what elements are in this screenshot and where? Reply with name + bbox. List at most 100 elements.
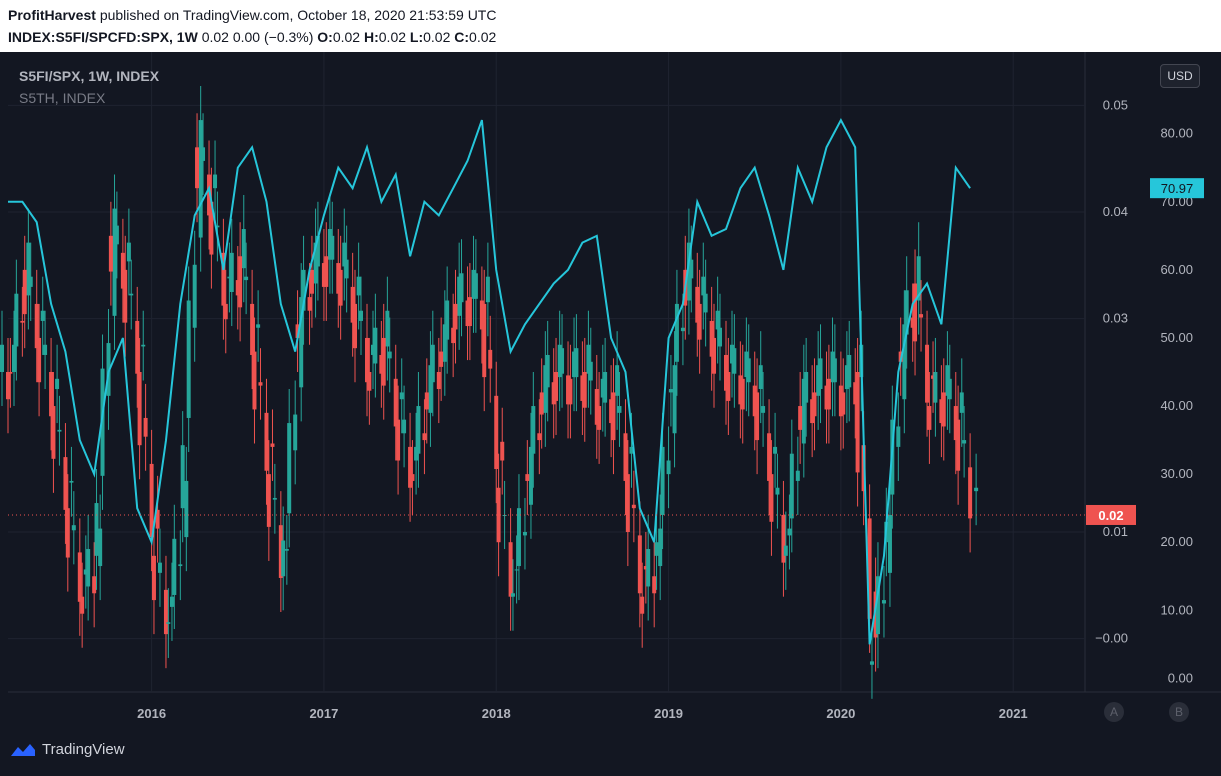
candle-body xyxy=(875,576,880,635)
candle-body xyxy=(465,300,470,327)
candle-body xyxy=(55,378,60,390)
candle-body xyxy=(775,487,780,495)
candle-body xyxy=(387,351,392,359)
candle-body xyxy=(508,542,513,597)
low-label: L: xyxy=(409,29,424,45)
candle-body xyxy=(313,242,318,284)
candle-body xyxy=(689,259,694,279)
candle-body xyxy=(724,354,728,391)
candle-body xyxy=(467,297,472,327)
y-tick-label-inner: 0.04 xyxy=(1103,204,1128,219)
candle-body xyxy=(135,320,140,374)
symbol-header: INDEX:S5FI/SPCFD:SPX, 1W 0.02 0.00 (−0.3… xyxy=(8,29,496,45)
candle-body xyxy=(301,269,306,311)
candle-body xyxy=(572,351,577,378)
candle-body xyxy=(510,593,515,597)
candle-body xyxy=(494,395,499,470)
candle-body xyxy=(278,525,283,578)
candle-body xyxy=(625,474,630,532)
candle-body xyxy=(235,280,240,296)
candle-body xyxy=(611,392,616,441)
auto-scale-button[interactable]: A xyxy=(1104,702,1124,722)
candle-body xyxy=(580,375,585,401)
candle-body xyxy=(324,256,329,287)
tradingview-logo[interactable]: TradingView xyxy=(10,741,125,758)
candle-body xyxy=(781,514,786,563)
candle-body xyxy=(789,453,794,519)
candle-body xyxy=(783,545,788,556)
candle-body xyxy=(471,269,476,299)
x-tick-label: 2021 xyxy=(999,706,1028,721)
candle-body xyxy=(902,324,907,400)
candle-body xyxy=(129,293,134,296)
y-tick-label-inner: −0.00 xyxy=(1095,631,1128,646)
chart-svg[interactable]: 2016 2017 2018 2019 2020 2021 0.05 0.04 0.03 0.01… xyxy=(0,52,1221,776)
candle-body xyxy=(869,661,874,665)
y-tick-label-outer: 20.00 xyxy=(1160,534,1193,549)
candle-body xyxy=(485,276,490,303)
overlay-last-label: 70.97 xyxy=(1161,181,1194,196)
candle-body xyxy=(65,508,70,558)
candle-body xyxy=(959,392,964,413)
candle-body xyxy=(57,429,62,432)
symbol-label: INDEX:S5FI/SPCFD:SPX, 1W xyxy=(8,29,198,45)
candle-body xyxy=(588,361,593,381)
candle-body xyxy=(342,242,347,267)
candle-body xyxy=(974,487,979,492)
main-series-legend[interactable]: S5FI/SPX, 1W, INDEX xyxy=(19,68,160,84)
candle-body xyxy=(761,406,766,413)
candle-body xyxy=(953,406,958,441)
x-tick-label: 2018 xyxy=(482,706,511,721)
candle-body xyxy=(315,235,320,267)
x-tick-label: 2017 xyxy=(309,706,338,721)
candle-body xyxy=(266,474,271,527)
candle-body xyxy=(227,276,232,279)
candle-body xyxy=(824,385,829,410)
candle-body xyxy=(755,392,760,441)
candle-body xyxy=(919,314,924,318)
open-label: O: xyxy=(317,29,333,45)
candle-body xyxy=(299,297,304,388)
candle-body xyxy=(660,446,665,515)
tradingview-icon xyxy=(11,743,35,756)
candle-body xyxy=(927,406,932,430)
chart-area[interactable]: 2016 2017 2018 2019 2020 2021 0.05 0.04 0.03 0.01… xyxy=(0,52,1221,776)
candle-body xyxy=(20,320,25,323)
candle-body xyxy=(600,378,605,398)
candle-body xyxy=(365,337,369,383)
y-tick-label-outer: 40.00 xyxy=(1160,398,1193,413)
candle-body xyxy=(847,354,852,388)
candle-body xyxy=(629,446,634,454)
candle-body xyxy=(195,147,200,189)
candle-body xyxy=(49,372,54,417)
candle-body xyxy=(69,480,74,483)
candle-body xyxy=(43,344,48,355)
candle-body xyxy=(244,276,249,281)
candle-body xyxy=(229,252,234,292)
candle-body xyxy=(77,552,82,602)
y-tick-label-inner: 0.01 xyxy=(1103,524,1128,539)
publish-header: ProfitHarvest published on TradingView.c… xyxy=(8,7,496,23)
candle-body xyxy=(812,392,817,417)
candle-body xyxy=(500,441,505,461)
y-tick-label-outer: 80.00 xyxy=(1160,126,1193,141)
currency-button[interactable]: USD xyxy=(1160,64,1200,88)
candle-body xyxy=(841,392,846,415)
author-name[interactable]: ProfitHarvest xyxy=(8,7,96,23)
log-scale-button[interactable]: B xyxy=(1169,702,1189,722)
candle-body xyxy=(539,392,544,415)
candle-body xyxy=(184,480,189,538)
candle-body xyxy=(416,406,421,454)
candle-body xyxy=(904,290,909,335)
candle-body xyxy=(86,549,91,587)
candle-body xyxy=(726,372,731,401)
candle-body xyxy=(680,327,685,332)
candle-body xyxy=(209,201,214,255)
y-tick-label-outer: 30.00 xyxy=(1160,466,1193,481)
overlay-series-legend[interactable]: S5TH, INDEX xyxy=(19,90,106,106)
candle-body xyxy=(307,297,312,311)
high-value: 0.02 xyxy=(378,29,407,45)
candle-body xyxy=(643,566,648,570)
candle-body xyxy=(740,378,745,410)
candle-body xyxy=(51,406,56,459)
